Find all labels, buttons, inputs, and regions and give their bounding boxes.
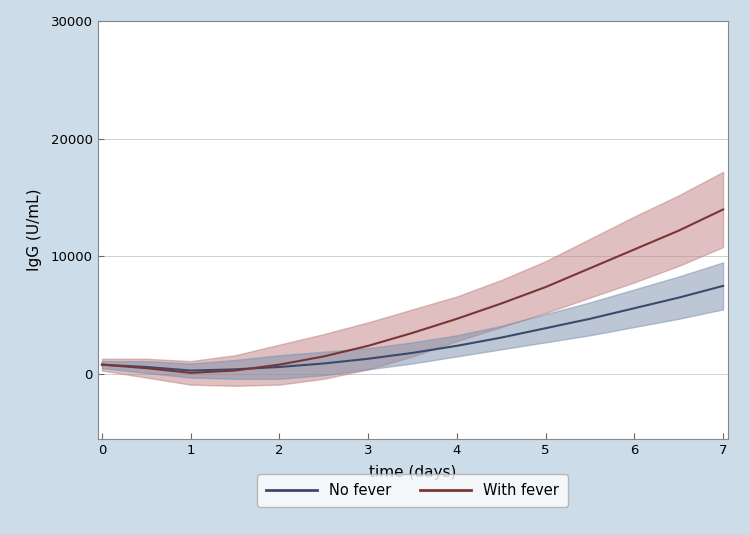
- X-axis label: time (days): time (days): [369, 465, 456, 480]
- Legend: No fever, With fever: No fever, With fever: [257, 474, 568, 507]
- Y-axis label: IgG (U/mL): IgG (U/mL): [27, 189, 42, 271]
